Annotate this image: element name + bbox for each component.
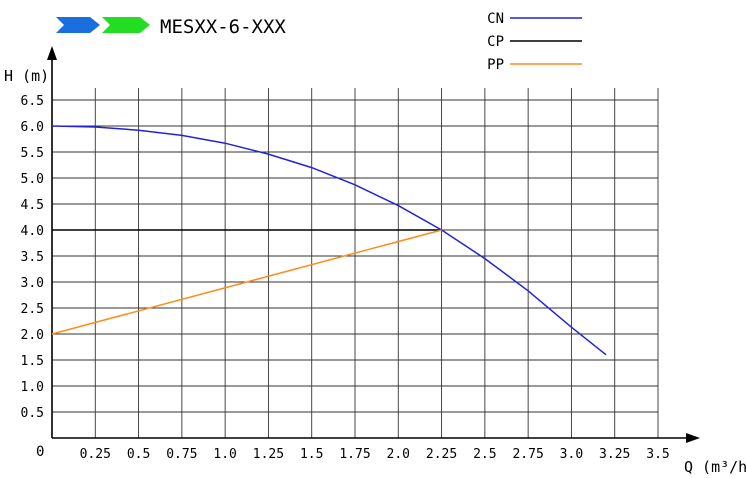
x-tick-label: 2.5 (473, 447, 496, 462)
x-axis-arrow-icon (686, 433, 700, 443)
y-tick-label: 3.0 (21, 276, 44, 291)
legend-label-cn: CN (487, 11, 504, 27)
y-axis-label: H (m) (4, 67, 49, 85)
series-line-pp (51, 229, 442, 335)
x-tick-label: 3.25 (599, 447, 630, 462)
legend: CN CP PP (487, 11, 582, 73)
y-tick-label: 1.5 (21, 354, 44, 369)
x-tick-label: 1.5 (300, 447, 323, 462)
y-axis-arrow-icon (47, 46, 57, 60)
x-tick-label: 3.0 (560, 447, 583, 462)
series-line-cn (51, 125, 607, 356)
y-tick-label: 1.0 (21, 380, 44, 395)
x-tick-label: 1.75 (339, 447, 370, 462)
header-arrows (56, 17, 150, 33)
chart-title: MESXX-6-XXX (160, 16, 286, 38)
y-tick-label: 5.0 (21, 172, 44, 187)
blue-arrow-icon (56, 17, 100, 33)
y-tick-label: 5.5 (21, 146, 44, 161)
legend-label-pp: PP (487, 57, 504, 73)
y-tick-label: 0.5 (21, 406, 44, 421)
legend-label-cp: CP (487, 34, 504, 50)
y-tick-label: 4.0 (21, 224, 44, 239)
y-tick-labels: 0.5 1.0 1.5 2.0 2.5 3.0 3.5 4.0 4.5 5.0 5.5 6.0 6.5 (21, 94, 44, 421)
green-arrow-icon (102, 17, 150, 33)
grid (52, 88, 659, 438)
y-tick-label: 6.5 (21, 94, 44, 109)
x-tick-label: 1.25 (253, 447, 284, 462)
x-tick-label: 3.5 (646, 447, 669, 462)
x-tick-label: 0.25 (80, 447, 111, 462)
x-tick-label: 0.75 (166, 447, 197, 462)
x-tick-label: 0.5 (127, 447, 150, 462)
x-tick-labels: 0.25 0.5 0.75 1.0 1.25 1.5 1.75 2.0 2.25 2.5 2.75 3… (80, 447, 670, 462)
y-tick-label: 2.0 (21, 328, 44, 343)
x-tick-label: 2.75 (512, 447, 543, 462)
x-axis-label: Q (m³/h) (684, 458, 746, 476)
y-tick-label: 6.0 (21, 120, 44, 135)
y-tick-label: 2.5 (21, 302, 44, 317)
x-tick-label: 2.0 (387, 447, 410, 462)
x-tick-label: 1.0 (213, 447, 236, 462)
y-tick-label: 4.5 (21, 198, 44, 213)
series-lines (51, 125, 607, 356)
x-tick-label: 2.25 (426, 447, 457, 462)
y-tick-label: 3.5 (21, 250, 44, 265)
origin-label: 0 (36, 444, 44, 460)
axes (47, 46, 700, 443)
